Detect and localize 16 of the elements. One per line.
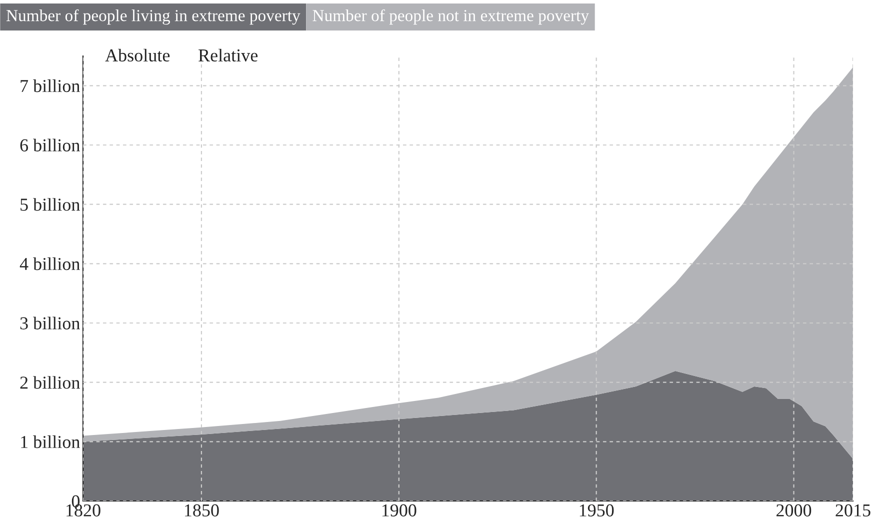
annotation: Absolute: [105, 48, 170, 62]
annotation: Relative: [198, 48, 258, 62]
x-tick-label: 1950: [580, 504, 614, 516]
y-tick-label: 3 billion: [20, 316, 80, 330]
y-tick-label: 7 billion: [20, 79, 80, 92]
y-tick-label: 1 billion: [21, 435, 80, 448]
text: Number of people living in extreme poverty: [6, 9, 300, 25]
text: Number of people not in extreme poverty: [312, 9, 589, 25]
y-tick-label: 6 billion: [20, 138, 80, 152]
y-tick-label: 5 billion: [20, 198, 80, 211]
x-tick-label: 2015: [836, 504, 870, 516]
y-tick-label: 4 billion: [20, 257, 80, 270]
x-tick-label: 1850: [184, 504, 219, 516]
y-tick-label: 2 billion: [20, 376, 80, 389]
x-tick-label: 1900: [382, 504, 416, 516]
x-tick-label: 2000: [776, 504, 812, 516]
